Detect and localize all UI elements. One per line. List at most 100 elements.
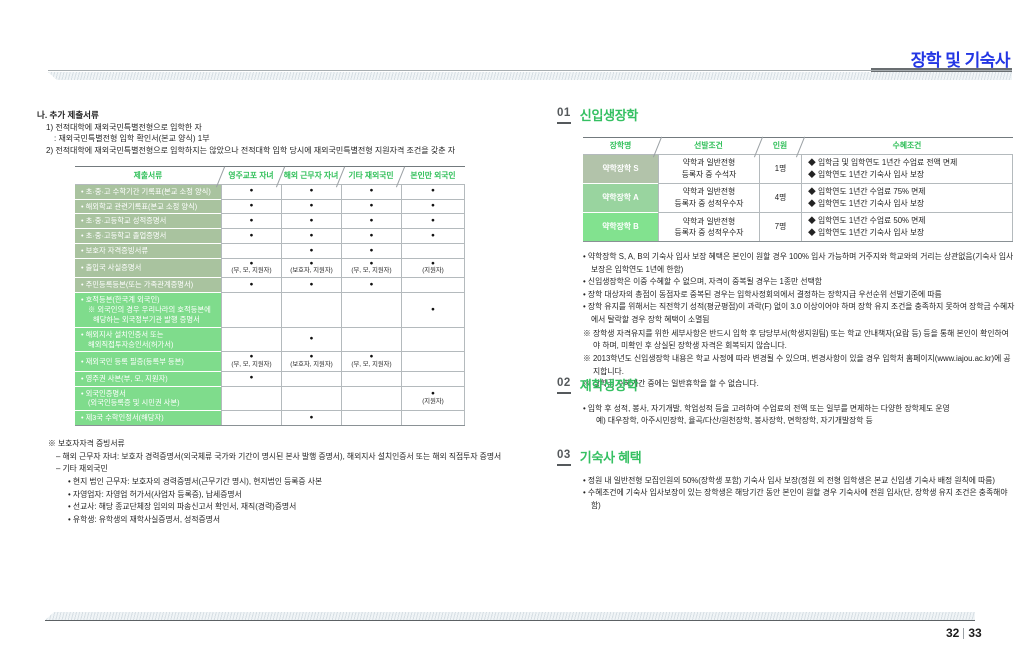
- check-cell: ●: [341, 277, 401, 293]
- bullet-item: • 수혜조건에 기숙사 입사보장이 있는 장학생은 해당기간 동안 본인이 원할…: [583, 488, 1008, 510]
- left-column: 나. 추가 제출서류 1) 전적대학에 재외국민특별전형으로 입학한 자 : 재…: [37, 110, 511, 527]
- check-cell: ●: [281, 198, 341, 214]
- table-row: • 보호자 자격증빙서류 ● ●: [75, 243, 465, 258]
- page-title: 장학 및 기숙사: [910, 51, 1011, 70]
- check-cell: ● (부, 모, 지원자): [221, 351, 281, 371]
- header-hatch-band: [48, 72, 1012, 80]
- check-cell: [341, 410, 401, 426]
- check-cell: [341, 326, 401, 352]
- headcount: 7명: [759, 211, 801, 241]
- benefit-cell: ◆ 입학연도 1년간 수업료 75% 면제 ◆ 입학연도 1년간 기숙사 입사 보…: [801, 182, 1013, 212]
- scholarship-remarks: ※ 장학생 자격유지를 위한 세부사항은 반드시 입학 후 담당부서(학생지원팀…: [583, 328, 1015, 391]
- body-line: : 재외국민특별전형 입학 확인서(본교 양식) 1부: [54, 134, 210, 144]
- bullet-item: • 장학 대상자의 총점이 동점자로 중복된 경우는 입학사정회의에서 결정하는…: [583, 289, 942, 299]
- bullet-item: • 장학 유지를 위해서는 직전학기 성적(평균평점)이 과락(F) 없이 3.…: [583, 302, 1015, 325]
- scholarship-name: 약학장학 B: [583, 211, 658, 241]
- selection-condition: 약학과 일반전형 등록자 중 성적우수자: [658, 211, 759, 241]
- documents-table: 제출서류 영주교포 자녀 해외 근무자 자녀 기타 재외국민 본인만 외국인 •…: [75, 165, 465, 427]
- row-label: • 보호자 자격증빙서류: [75, 243, 221, 258]
- page-number-right: 33: [968, 626, 982, 640]
- check-cell: ●: [221, 228, 281, 244]
- check-cell: [401, 326, 465, 352]
- check-cell: [281, 370, 341, 386]
- check-cell: ●: [281, 410, 341, 426]
- section-header: 01 신입생장학: [557, 107, 1015, 124]
- row-label: • 주민등록등본(또는 가족관계증명서): [75, 277, 221, 293]
- note-subitem: • 선교사: 해당 종교단체장 임의의 파송신고서 확인서, 재직(경력)증명서: [68, 502, 297, 512]
- page-number: 32 33: [946, 626, 982, 640]
- check-cell: [341, 385, 401, 411]
- check-cell: ● (보호자, 지원자): [281, 257, 341, 278]
- table-row: 약학장학 A 약학과 일반전형 등록자 중 성적우수자 4명 ◆ 입학연도 1년간…: [583, 182, 1013, 212]
- row-label: • 해외지사 설치인증서 또는 해외직접투자승인서(허가서): [75, 326, 221, 352]
- section-freshman-scholarship: 01 신입생장학 장학명 선발조건 인원 수혜조건 약학장학 S 약학과 일반전…: [557, 107, 1015, 391]
- check-cell: [341, 370, 401, 386]
- check-cell: ●: [281, 243, 341, 258]
- body-line: 1) 전적대학에 재외국민특별전형으로 입학한 자: [46, 122, 202, 132]
- column-header: 본인만 외국인: [401, 170, 465, 181]
- row-label: • 초·중·고등학교 성적증명서: [75, 213, 221, 229]
- remark-item: ※ 2013학년도 신입생장학 내용은 학교 사정에 따라 변경될 수 있으며,…: [583, 353, 1011, 376]
- table-row: • 제3국 수학인정서(해당자) ●: [75, 410, 465, 426]
- check-cell: [401, 277, 465, 293]
- check-cell: [341, 292, 401, 327]
- check-cell: ● (보호자, 지원자): [281, 351, 341, 371]
- table-header-row: 장학명 선발조건 인원 수혜조건: [583, 138, 1013, 154]
- check-cell: ●: [341, 213, 401, 229]
- bullet-item: • 정원 내 일반전형 모집인원의 50%(장학생 포함) 기숙사 입사 보장(…: [583, 475, 996, 485]
- table-header-row: 제출서류 영주교포 자녀 해외 근무자 자녀 기타 재외국민 본인만 외국인: [75, 167, 465, 184]
- check-cell: ● (부, 모, 지원자): [341, 257, 401, 278]
- page-number-divider: [963, 627, 965, 639]
- note-item: – 기타 재외국민: [56, 464, 108, 474]
- row-label: • 출입국 사실증명서: [75, 257, 221, 278]
- check-cell: ●: [221, 213, 281, 229]
- column-header: 수혜조건: [801, 140, 1013, 151]
- benefit-cell: ◆ 입학금 및 입학연도 1년간 수업료 전액 면제 ◆ 입학연도 1년간 기숙사…: [801, 153, 1013, 183]
- check-cell: [221, 243, 281, 258]
- headcount: 4명: [759, 182, 801, 212]
- column-header: 제출서류: [133, 170, 163, 180]
- bullet-item: 예) 대우장학, 아주시민장학, 율곡/다산/원천장학, 봉사장학, 면학장학,…: [596, 416, 873, 426]
- check-cell: [221, 292, 281, 327]
- section-number: 02: [557, 377, 571, 394]
- check-cell: ●: [401, 198, 465, 214]
- section-header: 03 기숙사 혜택: [557, 449, 1015, 466]
- row-label: • 호적등본(한국계 외국인) ※ 외국인의 경우 우리나라의 호적등본에 해당…: [75, 292, 221, 327]
- table-row: • 초·중·고등학교 졸업증명서 ● ● ● ●: [75, 228, 465, 244]
- section-enrolled-scholarship: 02 재학생장학 • 입학 후 성적, 봉사, 자기개발, 학업성적 등을 고려…: [557, 377, 1015, 428]
- table-row: 약학장학 B 약학과 일반전형 등록자 중 성적우수자 7명 ◆ 입학연도 1년간…: [583, 211, 1013, 241]
- row-label: • 해외학교 관련기록표(본교 소정 양식): [75, 198, 221, 214]
- body-line: 2) 전적대학에 재외국민특별전형으로 입학하지는 않았으나 전적대학 입학 당…: [46, 146, 456, 156]
- table-row: • 재외국민 등록 필증(등록부 등본) ● (부, 모, 지원자) ● (보호자,…: [75, 351, 465, 371]
- section-heading: 나. 추가 제출서류: [37, 110, 99, 120]
- check-cell: ●: [281, 326, 341, 352]
- table-row: • 해외학교 관련기록표(본교 소정 양식) ● ● ● ●: [75, 198, 465, 214]
- check-cell: [221, 410, 281, 426]
- headcount: 1명: [759, 153, 801, 183]
- check-cell: ●: [401, 228, 465, 244]
- check-cell: [221, 326, 281, 352]
- note-title: ※ 보호자자격 증빙서류: [48, 439, 125, 449]
- check-cell: ●: [281, 277, 341, 293]
- column-header: 장학명: [609, 141, 632, 150]
- bullet-item: • 입학 후 성적, 봉사, 자기개발, 학업성적 등을 고려하여 수업료의 전…: [583, 403, 950, 413]
- benefit-cell: ◆ 입학연도 1년간 수업료 50% 면제 ◆ 입학연도 1년간 기숙사 입사 보…: [801, 211, 1013, 241]
- section-number: 03: [557, 449, 571, 466]
- note-subitem: • 현지 법인 근무자: 보호자의 경력증명서(근무기간 명시), 현지법인 등…: [68, 477, 323, 487]
- column-header: 영주교포 자녀: [221, 170, 281, 181]
- selection-condition: 약학과 일반전형 등록자 중 성적우수자: [658, 182, 759, 212]
- table-row: • 영주권 사본(부, 모, 지원자) ●: [75, 370, 465, 386]
- section-bullets: • 입학 후 성적, 봉사, 자기개발, 학업성적 등을 고려하여 수업료의 전…: [583, 403, 1015, 428]
- scholarship-notes: • 약학장학 S, A, B의 기숙사 입사 보장 혜택은 본인이 원할 경우 …: [583, 251, 1015, 327]
- check-cell: ●: [401, 213, 465, 229]
- row-label: • 영주권 사본(부, 모, 지원자): [75, 370, 221, 386]
- check-cell: ●: [281, 228, 341, 244]
- check-cell: ●: [341, 183, 401, 199]
- check-cell: ●: [221, 183, 281, 199]
- check-cell: ●: [221, 370, 281, 386]
- section-bullets: • 정원 내 일반전형 모집인원의 50%(장학생 포함) 기숙사 입사 보장(…: [583, 475, 1015, 513]
- column-header: 기타 재외국민: [341, 170, 401, 181]
- row-label: • 재외국민 등록 필증(등록부 등본): [75, 351, 221, 371]
- remark-item: ※ 장학금 수혜기간 중에는 일반휴학을 할 수 없습니다.: [583, 379, 759, 389]
